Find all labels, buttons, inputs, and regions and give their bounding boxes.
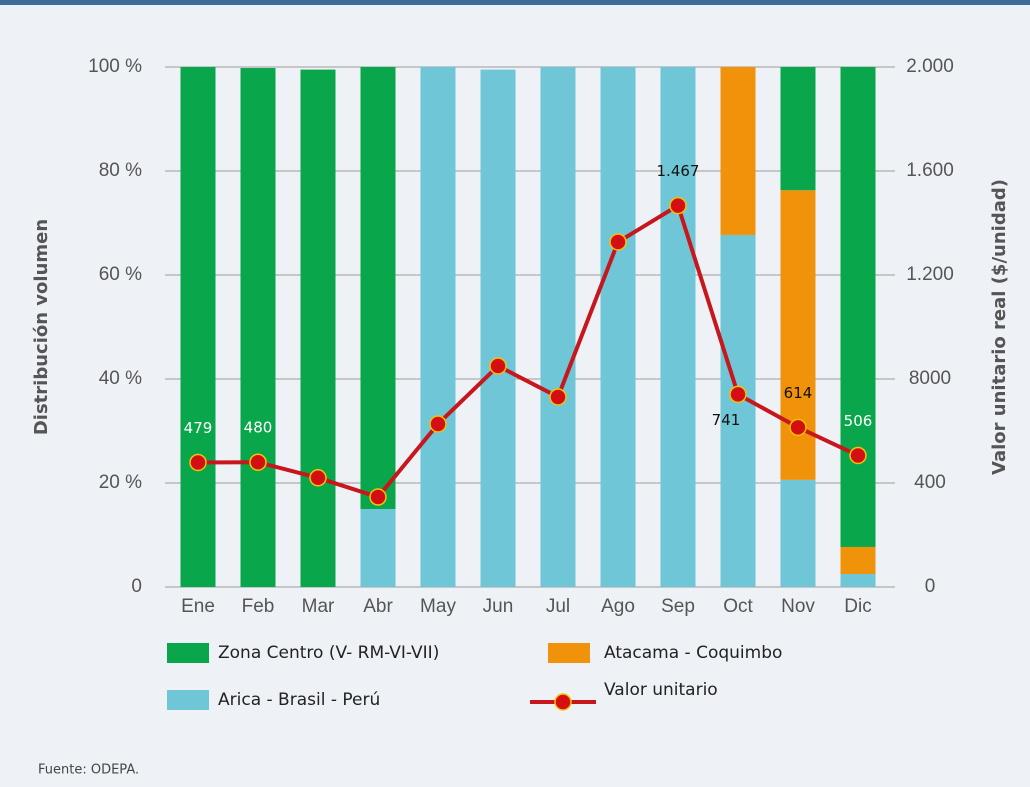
line-marker <box>609 233 627 251</box>
legend-label: Zona Centro (V- RM-VI-VII) <box>218 643 439 663</box>
bar-segment <box>720 234 756 587</box>
bar-segment <box>780 67 816 191</box>
x-tick-label: Dic <box>844 596 871 617</box>
x-tick-label: May <box>420 596 456 617</box>
line-marker <box>549 388 567 406</box>
legend-label: Valor unitario <box>604 680 718 700</box>
bar-segment <box>360 509 396 587</box>
x-tick-label: Jun <box>483 596 514 617</box>
x-tick-label: Ene <box>181 596 215 617</box>
legend-label: Atacama - Coquimbo <box>604 643 782 663</box>
line-marker <box>189 453 207 472</box>
line <box>197 202 859 500</box>
y2-tick-label: 2.000 <box>906 56 954 77</box>
y-axis-title: Distribución volumen <box>31 219 52 435</box>
x-tick-label: Sep <box>661 596 695 617</box>
y2-tick-label: 0 <box>925 576 936 597</box>
legend-label: Arica - Brasil - Perú <box>218 690 380 710</box>
top-bar <box>0 0 1030 5</box>
line-marker <box>249 453 267 471</box>
y2-tick-label: 1.200 <box>906 264 954 285</box>
y-tick-label: 60 % <box>99 264 142 285</box>
bar-segment <box>420 67 456 587</box>
line-marker <box>669 196 687 215</box>
bar-segment <box>780 190 816 480</box>
y-tick-label: 100 % <box>88 56 142 77</box>
data-label: 479 <box>184 419 213 437</box>
data-label: 480 <box>244 419 273 437</box>
line-marker <box>429 415 447 433</box>
legend-swatch <box>167 690 209 710</box>
source: Fuente: ODEPA. <box>38 763 139 778</box>
line-marker <box>729 385 747 404</box>
y-tick-label: 20 % <box>99 472 142 493</box>
bar-segment <box>780 479 816 587</box>
bar-segment <box>180 67 216 587</box>
x-tick-label: Abr <box>363 596 393 617</box>
legend-marker <box>554 693 572 711</box>
line-marker <box>789 418 807 437</box>
x-tick-label: Jul <box>546 596 570 617</box>
bar-segment <box>840 546 876 574</box>
line-marker <box>489 357 507 375</box>
x-tick-label: Oct <box>723 596 753 617</box>
data-label: 506 <box>844 412 873 430</box>
y-tick-label: 40 % <box>99 368 142 389</box>
bar-segment <box>720 67 756 235</box>
legend-swatch <box>548 643 590 663</box>
bar-segment <box>840 67 876 547</box>
bar-segment <box>480 69 516 588</box>
y2-tick-label: 400 <box>914 472 946 493</box>
bar-segment <box>240 68 276 588</box>
bar-segment <box>300 69 336 588</box>
y2-tick-label: 8000 <box>909 368 951 389</box>
y-tick-label: 0 <box>131 576 142 597</box>
x-tick-label: Nov <box>781 596 815 617</box>
y2-axis-title: Valor unitario real ($/unidad) <box>989 179 1010 475</box>
data-label: 1.467 <box>657 162 700 180</box>
x-tick-label: Feb <box>242 596 275 617</box>
data-label: 741 <box>712 411 741 429</box>
legend-swatch <box>167 643 209 663</box>
y2-tick-label: 1.600 <box>906 160 954 181</box>
data-label: 614 <box>784 384 813 402</box>
x-tick-label: Mar <box>302 596 335 617</box>
line-marker <box>369 488 387 506</box>
bar-segment <box>600 67 636 587</box>
bar-segment <box>360 67 396 509</box>
bar-segment <box>840 574 876 587</box>
y-tick-label: 80 % <box>99 160 142 181</box>
bar-segment <box>540 67 576 587</box>
bar-segment <box>660 67 696 587</box>
x-tick-label: Ago <box>601 596 635 617</box>
line-marker <box>849 446 867 465</box>
line-marker <box>309 469 327 487</box>
